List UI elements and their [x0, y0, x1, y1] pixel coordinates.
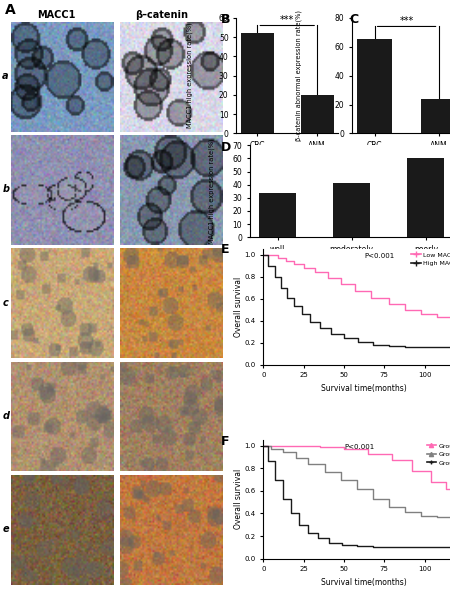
Text: A: A [4, 3, 15, 17]
Y-axis label: β-catenin abnormal expression rate(%): β-catenin abnormal expression rate(%) [296, 10, 302, 141]
Bar [259, 193, 296, 237]
Y-axis label: Overall survival: Overall survival [234, 469, 243, 530]
X-axis label: Survival time(months): Survival time(months) [321, 384, 407, 393]
Bar [407, 158, 445, 237]
Bar [357, 40, 392, 133]
Text: P<0.001: P<0.001 [344, 445, 374, 451]
Y-axis label: MACC1 high expression rate(%): MACC1 high expression rate(%) [209, 138, 215, 244]
Y-axis label: Overall survival: Overall survival [234, 277, 243, 337]
Bar [241, 33, 274, 133]
Text: D: D [220, 141, 231, 154]
Bar [333, 183, 370, 237]
Text: b: b [2, 184, 9, 195]
Text: c: c [2, 298, 8, 308]
Text: C: C [350, 13, 359, 26]
Text: ***: *** [400, 16, 414, 25]
Text: B: B [220, 13, 230, 26]
Text: e: e [2, 524, 9, 534]
X-axis label: Survival time(months): Survival time(months) [321, 578, 407, 587]
Bar [421, 99, 450, 133]
Text: β–catenin: β–catenin [135, 10, 188, 20]
Text: P<0.001: P<0.001 [364, 253, 394, 259]
Legend: Group1, Group2, Group3: Group1, Group2, Group3 [427, 443, 450, 466]
Legend: Low MACC1, High MACC1: Low MACC1, High MACC1 [411, 252, 450, 266]
Text: MACC1: MACC1 [37, 10, 76, 20]
Bar [301, 95, 333, 133]
Text: F: F [220, 435, 229, 448]
Text: E: E [220, 243, 229, 256]
Text: d: d [2, 411, 9, 421]
Text: a: a [2, 71, 9, 81]
Y-axis label: MACC1 high expression rate(%): MACC1 high expression rate(%) [187, 23, 194, 129]
Text: ***: *** [280, 15, 294, 24]
